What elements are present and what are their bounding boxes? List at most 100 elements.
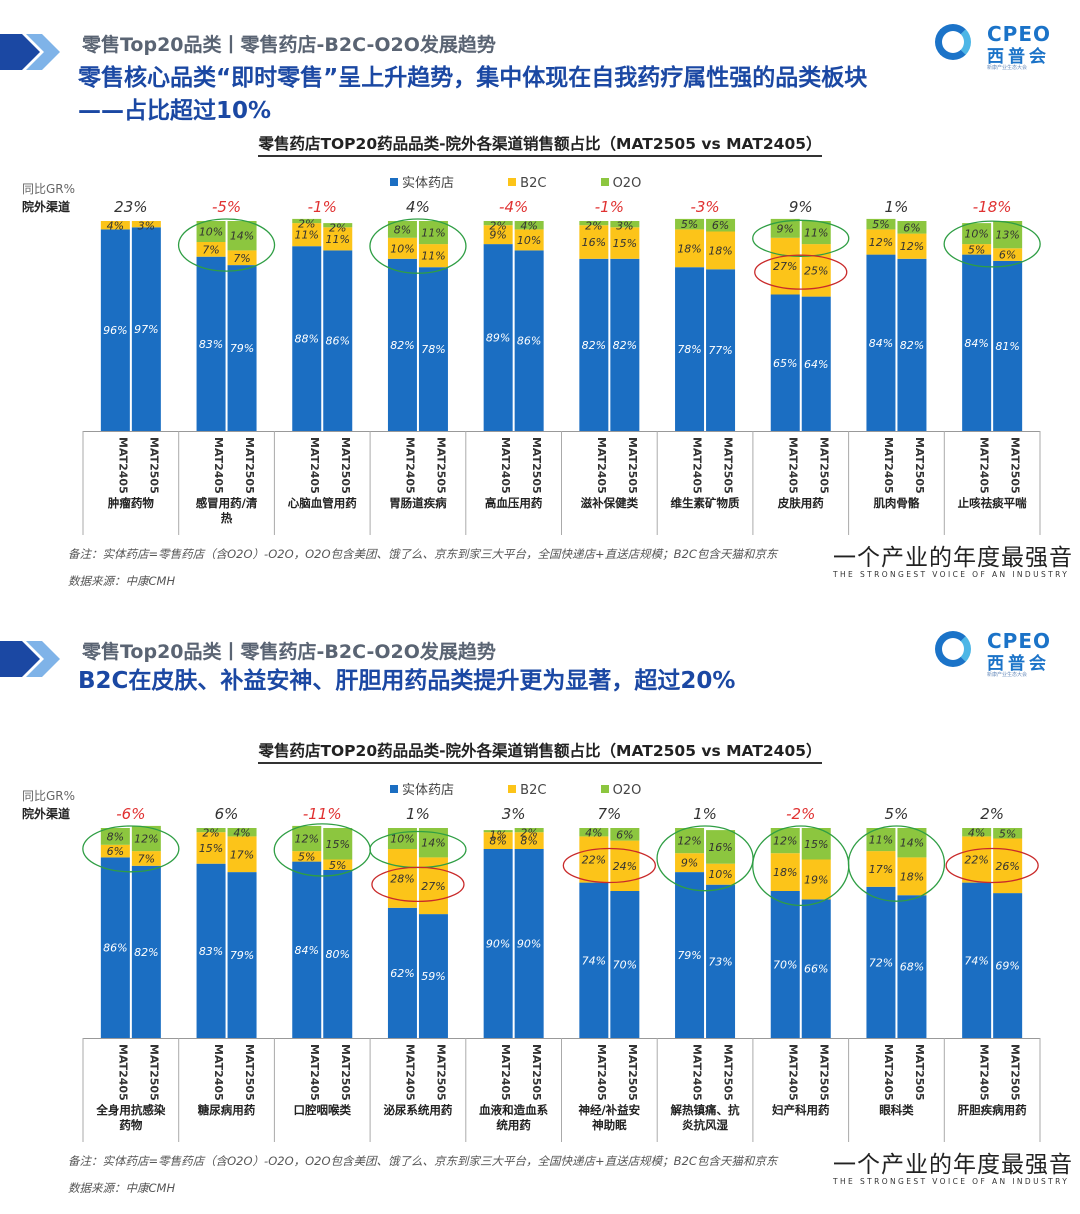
gr-label: 2%: [980, 805, 1004, 823]
footnote: 备注：实体药店=零售药店（含O2O）-O2O，O2O包含美团、饿了么、京东到家三…: [68, 1154, 778, 1168]
data-label-store: 90%: [486, 938, 510, 951]
legend-o2o-label: O2O: [612, 176, 642, 191]
breadcrumb: 零售Top20品类丨零售药店-B2C-O2O发展趋势: [82, 641, 496, 663]
logo-en: CPEO: [987, 629, 1051, 653]
data-label-o2o: 6%: [616, 828, 633, 841]
gr-label: -18%: [973, 198, 1012, 216]
data-label-b2c: 5%: [329, 859, 346, 872]
bar-b2c: [196, 832, 226, 864]
bar-b2c: [866, 851, 896, 887]
legend-store: 实体药店: [390, 176, 454, 191]
data-label-o2o: 12%: [295, 833, 319, 846]
bar-store: [323, 870, 353, 1038]
data-label-o2o: 5%: [999, 827, 1016, 840]
legend-o2o: O2O: [600, 176, 642, 191]
data-label-b2c: 18%: [677, 242, 701, 255]
data-label-o2o: 14%: [900, 837, 924, 850]
period-label: MAT2405: [308, 1044, 321, 1101]
channel-row-label: 院外渠道: [22, 807, 71, 821]
data-label-store: 83%: [199, 945, 223, 958]
bar-o2o: [418, 221, 448, 245]
highlight-ellipse-red: [562, 847, 656, 884]
category-label: 神助眠: [592, 1118, 627, 1132]
period-label: MAT2405: [691, 437, 704, 494]
bar-o2o: [993, 828, 1023, 839]
legend-store-swatch: [390, 178, 398, 186]
bar-b2c: [993, 838, 1023, 894]
category-label: 泌尿系统用药: [383, 1103, 452, 1117]
period-label: MAT2405: [978, 1044, 991, 1101]
legend-b2c-label: B2C: [520, 176, 547, 191]
data-label-b2c: 27%: [773, 260, 797, 273]
highlight-ellipse-green: [82, 825, 180, 873]
bar-store: [196, 863, 226, 1038]
bar-b2c: [131, 221, 161, 228]
bar-store: [770, 294, 800, 431]
period-label: MAT2405: [308, 437, 321, 494]
bar-o2o: [962, 223, 992, 245]
data-label-store: 86%: [103, 942, 127, 955]
period-label: MAT2505: [530, 437, 543, 494]
cpeo-logo: CPEO 西普会 新康产业生态大会: [935, 22, 1065, 74]
highlight-ellipse-red: [754, 254, 848, 290]
highlight-ellipse-green: [752, 825, 850, 907]
data-label-store: 70%: [773, 959, 797, 972]
period-label: MAT2505: [243, 1044, 256, 1101]
category-label: 糖尿病用药: [198, 1103, 256, 1117]
bar-o2o: [196, 221, 226, 242]
bar-b2c: [100, 844, 130, 858]
logo-tag: 新康产业生态大会: [987, 65, 1028, 71]
bar-b2c: [993, 248, 1023, 261]
data-label-o2o: 4%: [233, 827, 250, 840]
category-label: 口腔咽喉类: [294, 1103, 352, 1117]
category-label: 肌肉骨骼: [873, 496, 919, 510]
data-label-store: 84%: [964, 337, 988, 350]
slide-panel-1: 零售Top20品类丨零售药店-B2C-O2O发展趋势 零售核心品类“即时零售”呈…: [0, 22, 1080, 588]
period-label: MAT2505: [339, 437, 352, 494]
bar-store: [131, 865, 161, 1038]
slogan-en: THE STRONGEST VOICE OF AN INDUSTRY: [833, 1177, 1070, 1186]
bar-b2c: [962, 836, 992, 883]
data-label-store: 82%: [900, 339, 924, 352]
data-label-b2c: 7%: [202, 243, 219, 256]
bar-store: [579, 882, 609, 1038]
chevron-arrows-icon: [0, 34, 60, 70]
gr-label: 3%: [502, 805, 526, 823]
period-label: MAT2405: [882, 437, 895, 494]
period-label: MAT2505: [626, 1044, 639, 1101]
gr-label: -6%: [116, 805, 145, 823]
bar-o2o: [801, 828, 831, 860]
data-label-b2c: 11%: [326, 233, 350, 246]
data-label-o2o: 6%: [712, 219, 729, 232]
legend: 实体药店 B2C O2O: [390, 779, 691, 798]
category-label: 肿瘤药物: [108, 496, 154, 510]
headline: 零售核心品类“即时零售”呈上升趋势，集中体现在自我药疗属性强的品类板块 ——占比…: [78, 62, 867, 128]
bar-store: [897, 895, 927, 1038]
period-label: MAT2505: [147, 437, 160, 494]
period-label: MAT2405: [499, 437, 512, 494]
gr-label: 5%: [885, 805, 909, 823]
gr-label: 1%: [693, 805, 717, 823]
data-label-b2c: 18%: [773, 866, 797, 879]
legend-b2c: B2C: [508, 176, 546, 191]
bar-store: [483, 849, 513, 1038]
category-label: 肝胆疾病用药: [958, 1103, 1027, 1117]
data-label-o2o: 15%: [326, 838, 350, 851]
data-label-o2o: 13%: [995, 229, 1019, 242]
gr-label: -3%: [690, 198, 719, 216]
data-label-b2c: 16%: [582, 236, 606, 249]
bar-b2c: [579, 836, 609, 883]
bar-b2c: [770, 237, 800, 295]
bar-store: [675, 872, 705, 1038]
chart-title: 零售药店TOP20药品品类-院外各渠道销售额占比（MAT2505 vs MAT2…: [0, 132, 1080, 157]
stacked-bar-chart-2: -6% 86% 6% 8% MAT2405 82% 7% 12% MAT2505 全身用抗感染药物…: [82, 805, 1041, 1142]
bar-store: [483, 244, 513, 431]
data-label-b2c: 9%: [489, 229, 506, 242]
data-label-b2c: 8%: [489, 835, 506, 848]
data-label-o2o: 2%: [329, 222, 346, 235]
data-label-o2o: 5%: [681, 218, 698, 231]
bar-b2c: [227, 836, 257, 873]
data-label-store: 74%: [582, 954, 606, 967]
bar-b2c: [610, 227, 640, 259]
bar-o2o: [579, 828, 609, 837]
